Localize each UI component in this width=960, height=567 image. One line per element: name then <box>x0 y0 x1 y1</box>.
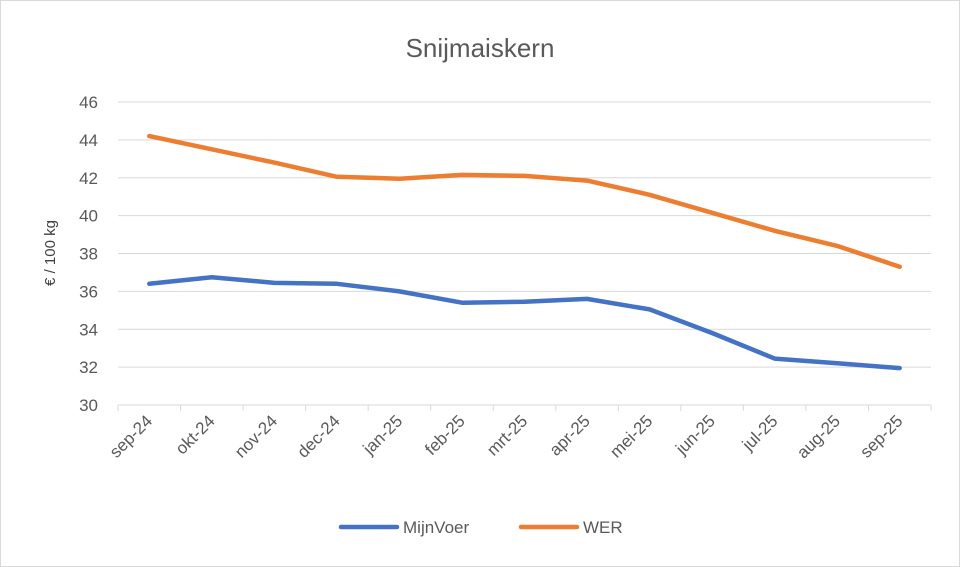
x-tick-label: sep-25 <box>856 411 906 461</box>
x-tick-label: feb-25 <box>421 411 469 459</box>
x-axis-ticks: sep-24 okt-24 nov-24 dec-24 jan-25 feb-25 mrt-… <box>106 411 907 462</box>
series-line-wer <box>147 133 902 270</box>
y-tick-label: 34 <box>79 320 98 339</box>
chart-title: Snijmaiskern <box>406 33 555 63</box>
gridlines <box>118 101 931 368</box>
x-tick-label: sep-24 <box>106 411 156 461</box>
legend-label-mijnvoer: MijnVoer <box>403 518 469 537</box>
y-axis-ticks: 30 32 34 36 38 40 42 44 46 <box>79 93 98 415</box>
y-tick-label: 36 <box>79 282 98 301</box>
legend: MijnVoer WER <box>338 518 623 537</box>
x-tick-label: okt-24 <box>172 411 219 458</box>
x-tick-label: mei-25 <box>606 411 656 461</box>
y-tick-label: 30 <box>79 396 98 415</box>
y-tick-label: 44 <box>79 131 98 150</box>
y-tick-label: 38 <box>79 245 98 264</box>
x-tick-label: jun-25 <box>671 411 719 459</box>
legend-label-wer: WER <box>583 518 623 537</box>
y-tick-label: 40 <box>79 207 98 226</box>
y-tick-label: 46 <box>79 93 98 112</box>
series-lines <box>147 133 902 371</box>
x-tick-label: mrt-25 <box>483 411 531 459</box>
y-tick-label: 42 <box>79 169 98 188</box>
x-tick-label: dec-24 <box>294 411 344 461</box>
y-axis-label: € / 100 kg <box>42 220 59 286</box>
x-tick-label: jan-25 <box>359 411 407 459</box>
x-tick-label: jul-25 <box>738 411 782 455</box>
x-tick-label: nov-24 <box>231 411 281 461</box>
series-line-mijnvoer <box>147 274 902 371</box>
x-tick-label: apr-25 <box>546 411 594 459</box>
y-tick-label: 32 <box>79 358 98 377</box>
x-axis <box>117 404 932 411</box>
x-tick-label: aug-25 <box>793 411 844 462</box>
